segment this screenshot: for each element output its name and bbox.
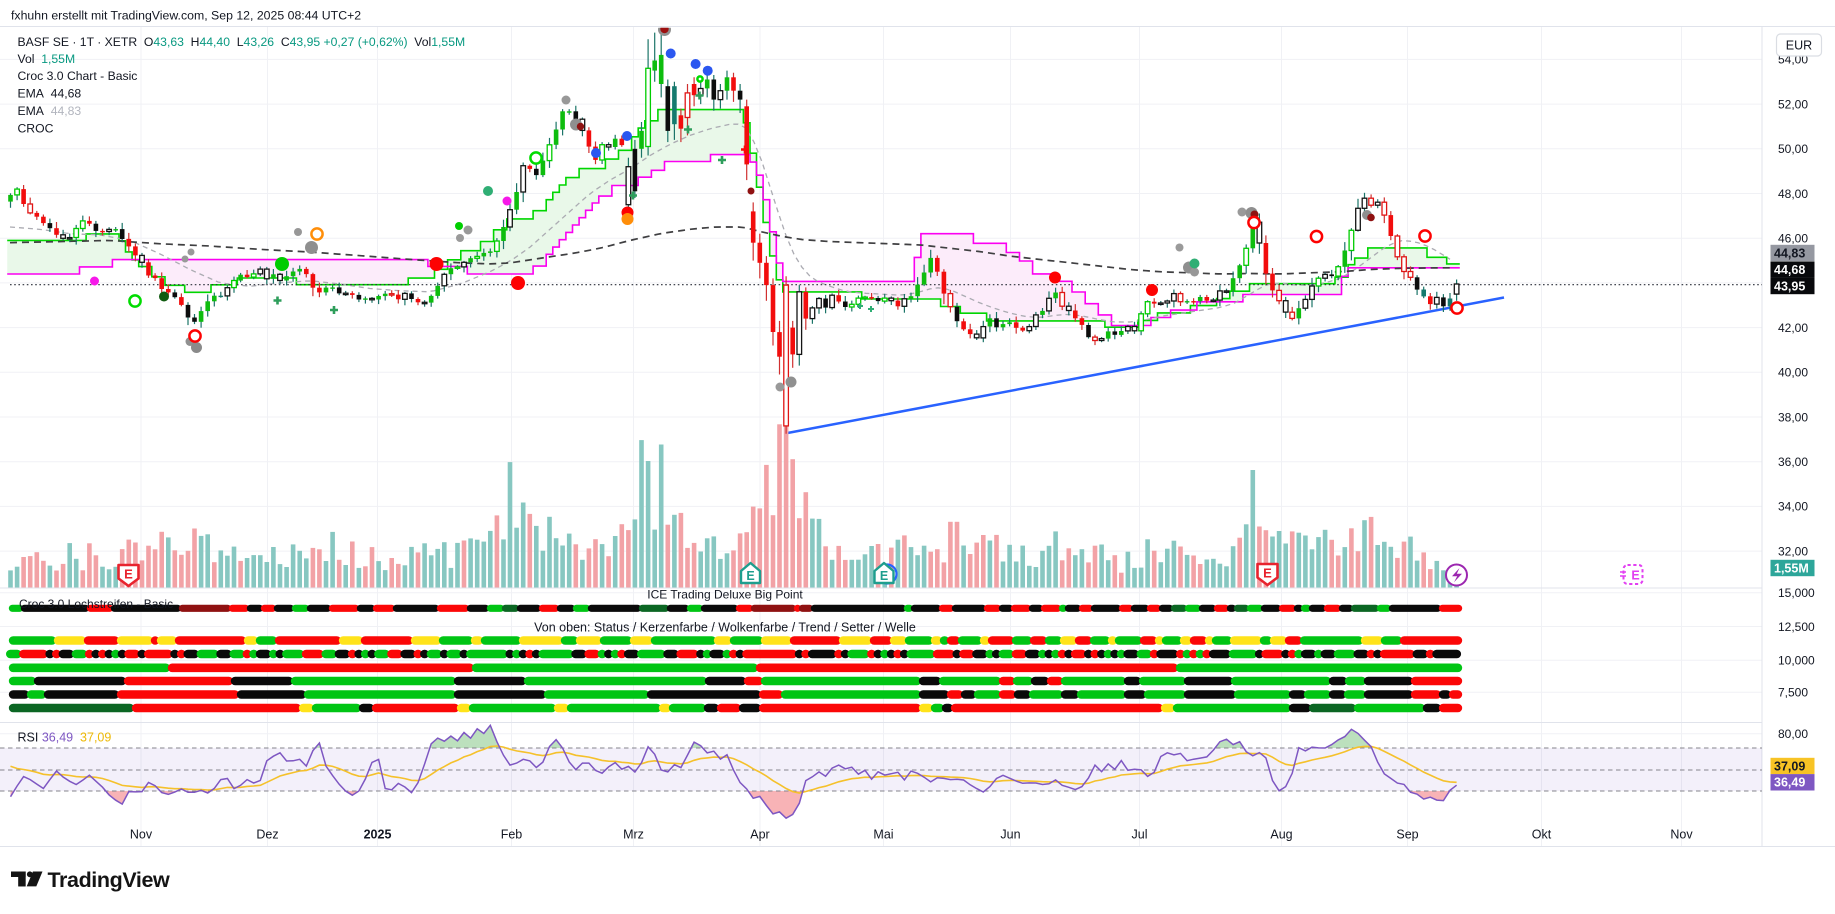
svg-text:44,83: 44,83 bbox=[1774, 246, 1805, 260]
svg-text:Sep: Sep bbox=[1396, 828, 1418, 842]
svg-text:Jun: Jun bbox=[1000, 828, 1020, 842]
svg-text:Mrz: Mrz bbox=[623, 828, 644, 842]
svg-text:43,95: 43,95 bbox=[1774, 279, 1805, 293]
svg-text:46,00: 46,00 bbox=[1778, 232, 1808, 246]
svg-text:40,00: 40,00 bbox=[1778, 366, 1808, 380]
svg-text:CROC: CROC bbox=[18, 122, 54, 136]
svg-text:36,00: 36,00 bbox=[1778, 455, 1808, 469]
svg-text:E: E bbox=[880, 569, 888, 583]
svg-text:Nov: Nov bbox=[130, 828, 153, 842]
svg-text:Von oben: Status / Kerzenfarbe: Von oben: Status / Kerzenfarbe / Wolkenf… bbox=[534, 621, 916, 635]
svg-text:ICE Trading Deluxe Big Point: ICE Trading Deluxe Big Point bbox=[647, 588, 803, 602]
svg-text:Nov: Nov bbox=[1670, 828, 1693, 842]
svg-text:E: E bbox=[746, 569, 754, 583]
svg-text:10,000: 10,000 bbox=[1778, 654, 1815, 668]
svg-text:EMA 44,68: EMA 44,68 bbox=[18, 87, 82, 101]
svg-text:Feb: Feb bbox=[501, 828, 523, 842]
svg-text:80,00: 80,00 bbox=[1778, 727, 1808, 741]
svg-text:Vol 1,55M: Vol 1,55M bbox=[18, 52, 76, 66]
svg-text:TradingView: TradingView bbox=[48, 868, 171, 892]
svg-text:42,00: 42,00 bbox=[1778, 321, 1808, 335]
svg-text:36,49: 36,49 bbox=[1774, 776, 1805, 790]
svg-text:32,00: 32,00 bbox=[1778, 544, 1808, 558]
svg-text:Jul: Jul bbox=[1132, 828, 1148, 842]
svg-text:44,68: 44,68 bbox=[1774, 263, 1805, 277]
svg-text:fxhuhn erstellt mit TradingVie: fxhuhn erstellt mit TradingView.com, Sep… bbox=[11, 9, 361, 23]
svg-text:37,09: 37,09 bbox=[1774, 759, 1805, 773]
svg-text:12,500: 12,500 bbox=[1778, 620, 1815, 634]
svg-text:Aug: Aug bbox=[1270, 828, 1292, 842]
svg-text:Dez: Dez bbox=[256, 828, 278, 842]
svg-text:Okt: Okt bbox=[1532, 828, 1552, 842]
svg-text:1,55M: 1,55M bbox=[1774, 561, 1809, 575]
svg-text:Croc 3.0 Lochstreifen - Basic: Croc 3.0 Lochstreifen - Basic bbox=[19, 597, 173, 611]
svg-text:E: E bbox=[1631, 569, 1639, 583]
svg-text:EUR: EUR bbox=[1786, 39, 1812, 53]
svg-text:50,00: 50,00 bbox=[1778, 142, 1808, 156]
svg-text:Mai: Mai bbox=[873, 828, 893, 842]
svg-text:2025: 2025 bbox=[364, 828, 392, 842]
svg-text:34,00: 34,00 bbox=[1778, 500, 1808, 514]
svg-text:15,000: 15,000 bbox=[1778, 586, 1815, 600]
svg-text:Apr: Apr bbox=[750, 828, 769, 842]
svg-text:Croc 3.0 Chart - Basic: Croc 3.0 Chart - Basic bbox=[18, 69, 138, 83]
svg-text:E: E bbox=[1263, 566, 1272, 581]
svg-text:48,00: 48,00 bbox=[1778, 187, 1808, 201]
svg-text:E: E bbox=[124, 567, 133, 582]
svg-text:52,00: 52,00 bbox=[1778, 97, 1808, 111]
svg-text:RSI 36,49 37,09: RSI 36,49 37,09 bbox=[18, 731, 112, 745]
svg-text:BASF SE · 1T · XETR O43,63 H: BASF SE · 1T · XETR O43,63 H44,40 L43,26… bbox=[18, 35, 466, 49]
svg-text:EMA 44,83: EMA 44,83 bbox=[18, 104, 82, 118]
svg-text:38,00: 38,00 bbox=[1778, 410, 1808, 424]
svg-text:7,500: 7,500 bbox=[1778, 686, 1808, 700]
